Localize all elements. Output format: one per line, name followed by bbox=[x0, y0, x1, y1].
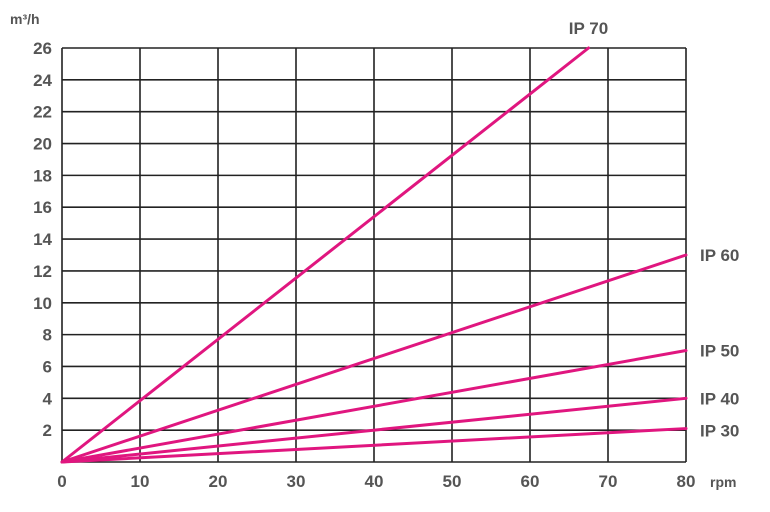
x-tick-label: 50 bbox=[443, 472, 462, 491]
y-tick-label: 8 bbox=[43, 326, 52, 345]
series-line bbox=[60, 427, 688, 464]
series-label: IP 30 bbox=[700, 422, 739, 441]
y-tick-label: 24 bbox=[33, 71, 52, 90]
y-tick-label: 26 bbox=[33, 39, 52, 58]
x-tick-label: 0 bbox=[57, 472, 66, 491]
y-tick-label: 22 bbox=[33, 103, 52, 122]
y-tick-label: 18 bbox=[33, 166, 52, 185]
x-tick-label: 10 bbox=[131, 472, 150, 491]
x-tick-label: 40 bbox=[365, 472, 384, 491]
series-lines bbox=[60, 46, 688, 464]
series-label: IP 70 bbox=[569, 19, 608, 38]
series-labels: IP 70 IP 60 IP 50 IP 40 IP 30 bbox=[569, 19, 740, 441]
y-axis-label: m³/h bbox=[10, 11, 40, 27]
y-tick-label: 14 bbox=[33, 230, 52, 249]
x-tick-label: 80 bbox=[677, 472, 696, 491]
series-line bbox=[60, 396, 688, 464]
y-tick-label: 20 bbox=[33, 135, 52, 154]
series-line bbox=[60, 253, 688, 464]
x-tick-label: 70 bbox=[599, 472, 618, 491]
series-label: IP 50 bbox=[700, 342, 739, 361]
x-tick-label: 60 bbox=[521, 472, 540, 491]
series-line bbox=[60, 349, 688, 464]
y-tick-label: 16 bbox=[33, 198, 52, 217]
y-tick-label: 6 bbox=[43, 357, 52, 376]
series-line bbox=[60, 46, 590, 464]
y-tick-label: 4 bbox=[43, 389, 53, 408]
x-axis-label: rpm bbox=[710, 474, 736, 490]
y-tick-label: 2 bbox=[43, 421, 52, 440]
series-label: IP 60 bbox=[700, 246, 739, 265]
y-tick-label: 10 bbox=[33, 294, 52, 313]
x-tick-label: 30 bbox=[287, 472, 306, 491]
series-label: IP 40 bbox=[700, 389, 739, 408]
x-tick-label: 20 bbox=[209, 472, 228, 491]
y-tick-label: 12 bbox=[33, 262, 52, 281]
grid bbox=[61, 47, 687, 463]
